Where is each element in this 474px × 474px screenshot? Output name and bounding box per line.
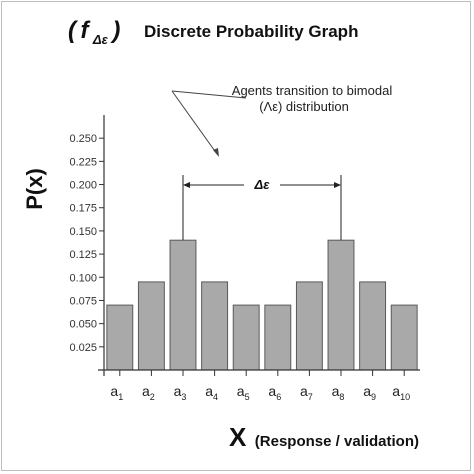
x-tick-label-2: a2 bbox=[142, 383, 155, 402]
x-tick-label-10: a10 bbox=[392, 383, 410, 402]
y-tick-label-0: 0.025 bbox=[69, 342, 97, 354]
callout-arrowhead bbox=[213, 148, 219, 157]
callout-line-1: Agents transition to bimodal bbox=[232, 83, 393, 98]
x-tick-label-1: a1 bbox=[110, 383, 123, 402]
x-axis-label: X (Response / validation) bbox=[229, 422, 419, 452]
delta-arrowhead-right bbox=[334, 182, 341, 188]
bars bbox=[106, 239, 418, 371]
y-tick-label-1: 0.050 bbox=[69, 319, 97, 331]
title-close-paren: ) bbox=[109, 17, 120, 44]
title-function: f bbox=[80, 17, 90, 44]
x-tick-label-6: a6 bbox=[268, 383, 281, 402]
annotations bbox=[171, 90, 342, 241]
x-tick-label-9: a9 bbox=[363, 383, 376, 402]
title-open-paren: ( bbox=[68, 17, 79, 44]
callout-pointer-upper bbox=[171, 90, 247, 99]
y-tick-label-7: 0.200 bbox=[69, 180, 97, 192]
bar-10 bbox=[390, 304, 418, 371]
y-tick-label-8: 0.225 bbox=[69, 156, 97, 168]
x-axis-text: (Response / validation) bbox=[255, 433, 419, 450]
bar-9 bbox=[359, 281, 387, 371]
chart-title: ( f Δε ) Discrete Probability Graph bbox=[68, 17, 358, 48]
bar-5 bbox=[232, 304, 260, 371]
x-tick-label-4: a4 bbox=[205, 383, 218, 402]
bar-3 bbox=[169, 239, 197, 371]
delta-label: Δε bbox=[254, 177, 271, 192]
y-tick-label-4: 0.125 bbox=[69, 249, 97, 261]
x-ticks: a1 a2 a3 a4 a5 a6 a7 a8 a9 a10 bbox=[110, 370, 410, 402]
bar-6 bbox=[264, 304, 292, 371]
svg-text:X (Response / validation: X (Response / validation) bbox=[229, 422, 419, 452]
x-axis-symbol: X bbox=[229, 422, 247, 452]
y-tick-label-2: 0.075 bbox=[69, 295, 97, 307]
callout-pointer-lower bbox=[171, 90, 218, 155]
bar-7 bbox=[295, 281, 323, 371]
bar-1 bbox=[106, 304, 134, 371]
svg-text:( f Δε ): ( f Δε ) bbox=[68, 17, 120, 48]
delta-arrowhead-left bbox=[183, 182, 190, 188]
y-axis-label: P(x) bbox=[22, 168, 47, 210]
y-tick-label-9: 0.250 bbox=[69, 133, 97, 145]
bar-8 bbox=[327, 239, 355, 371]
x-tick-label-8: a8 bbox=[332, 383, 345, 402]
x-tick-label-7: a7 bbox=[300, 383, 313, 402]
bar-2 bbox=[137, 281, 165, 371]
x-tick-label-3: a3 bbox=[174, 383, 187, 402]
y-ticks: 0.025 0.050 0.075 0.100 0.125 0.150 0.175 0.200… bbox=[69, 133, 104, 354]
x-tick-label-5: a5 bbox=[237, 383, 250, 402]
y-tick-label-3: 0.100 bbox=[69, 272, 97, 284]
title-text: Discrete Probability Graph bbox=[144, 22, 358, 41]
y-tick-label-6: 0.175 bbox=[69, 203, 97, 215]
callout-line-2: (Λε) distribution bbox=[259, 99, 349, 114]
bar-4 bbox=[201, 281, 229, 371]
title-subscript: Δε bbox=[92, 32, 109, 47]
y-tick-label-5: 0.150 bbox=[69, 226, 97, 238]
